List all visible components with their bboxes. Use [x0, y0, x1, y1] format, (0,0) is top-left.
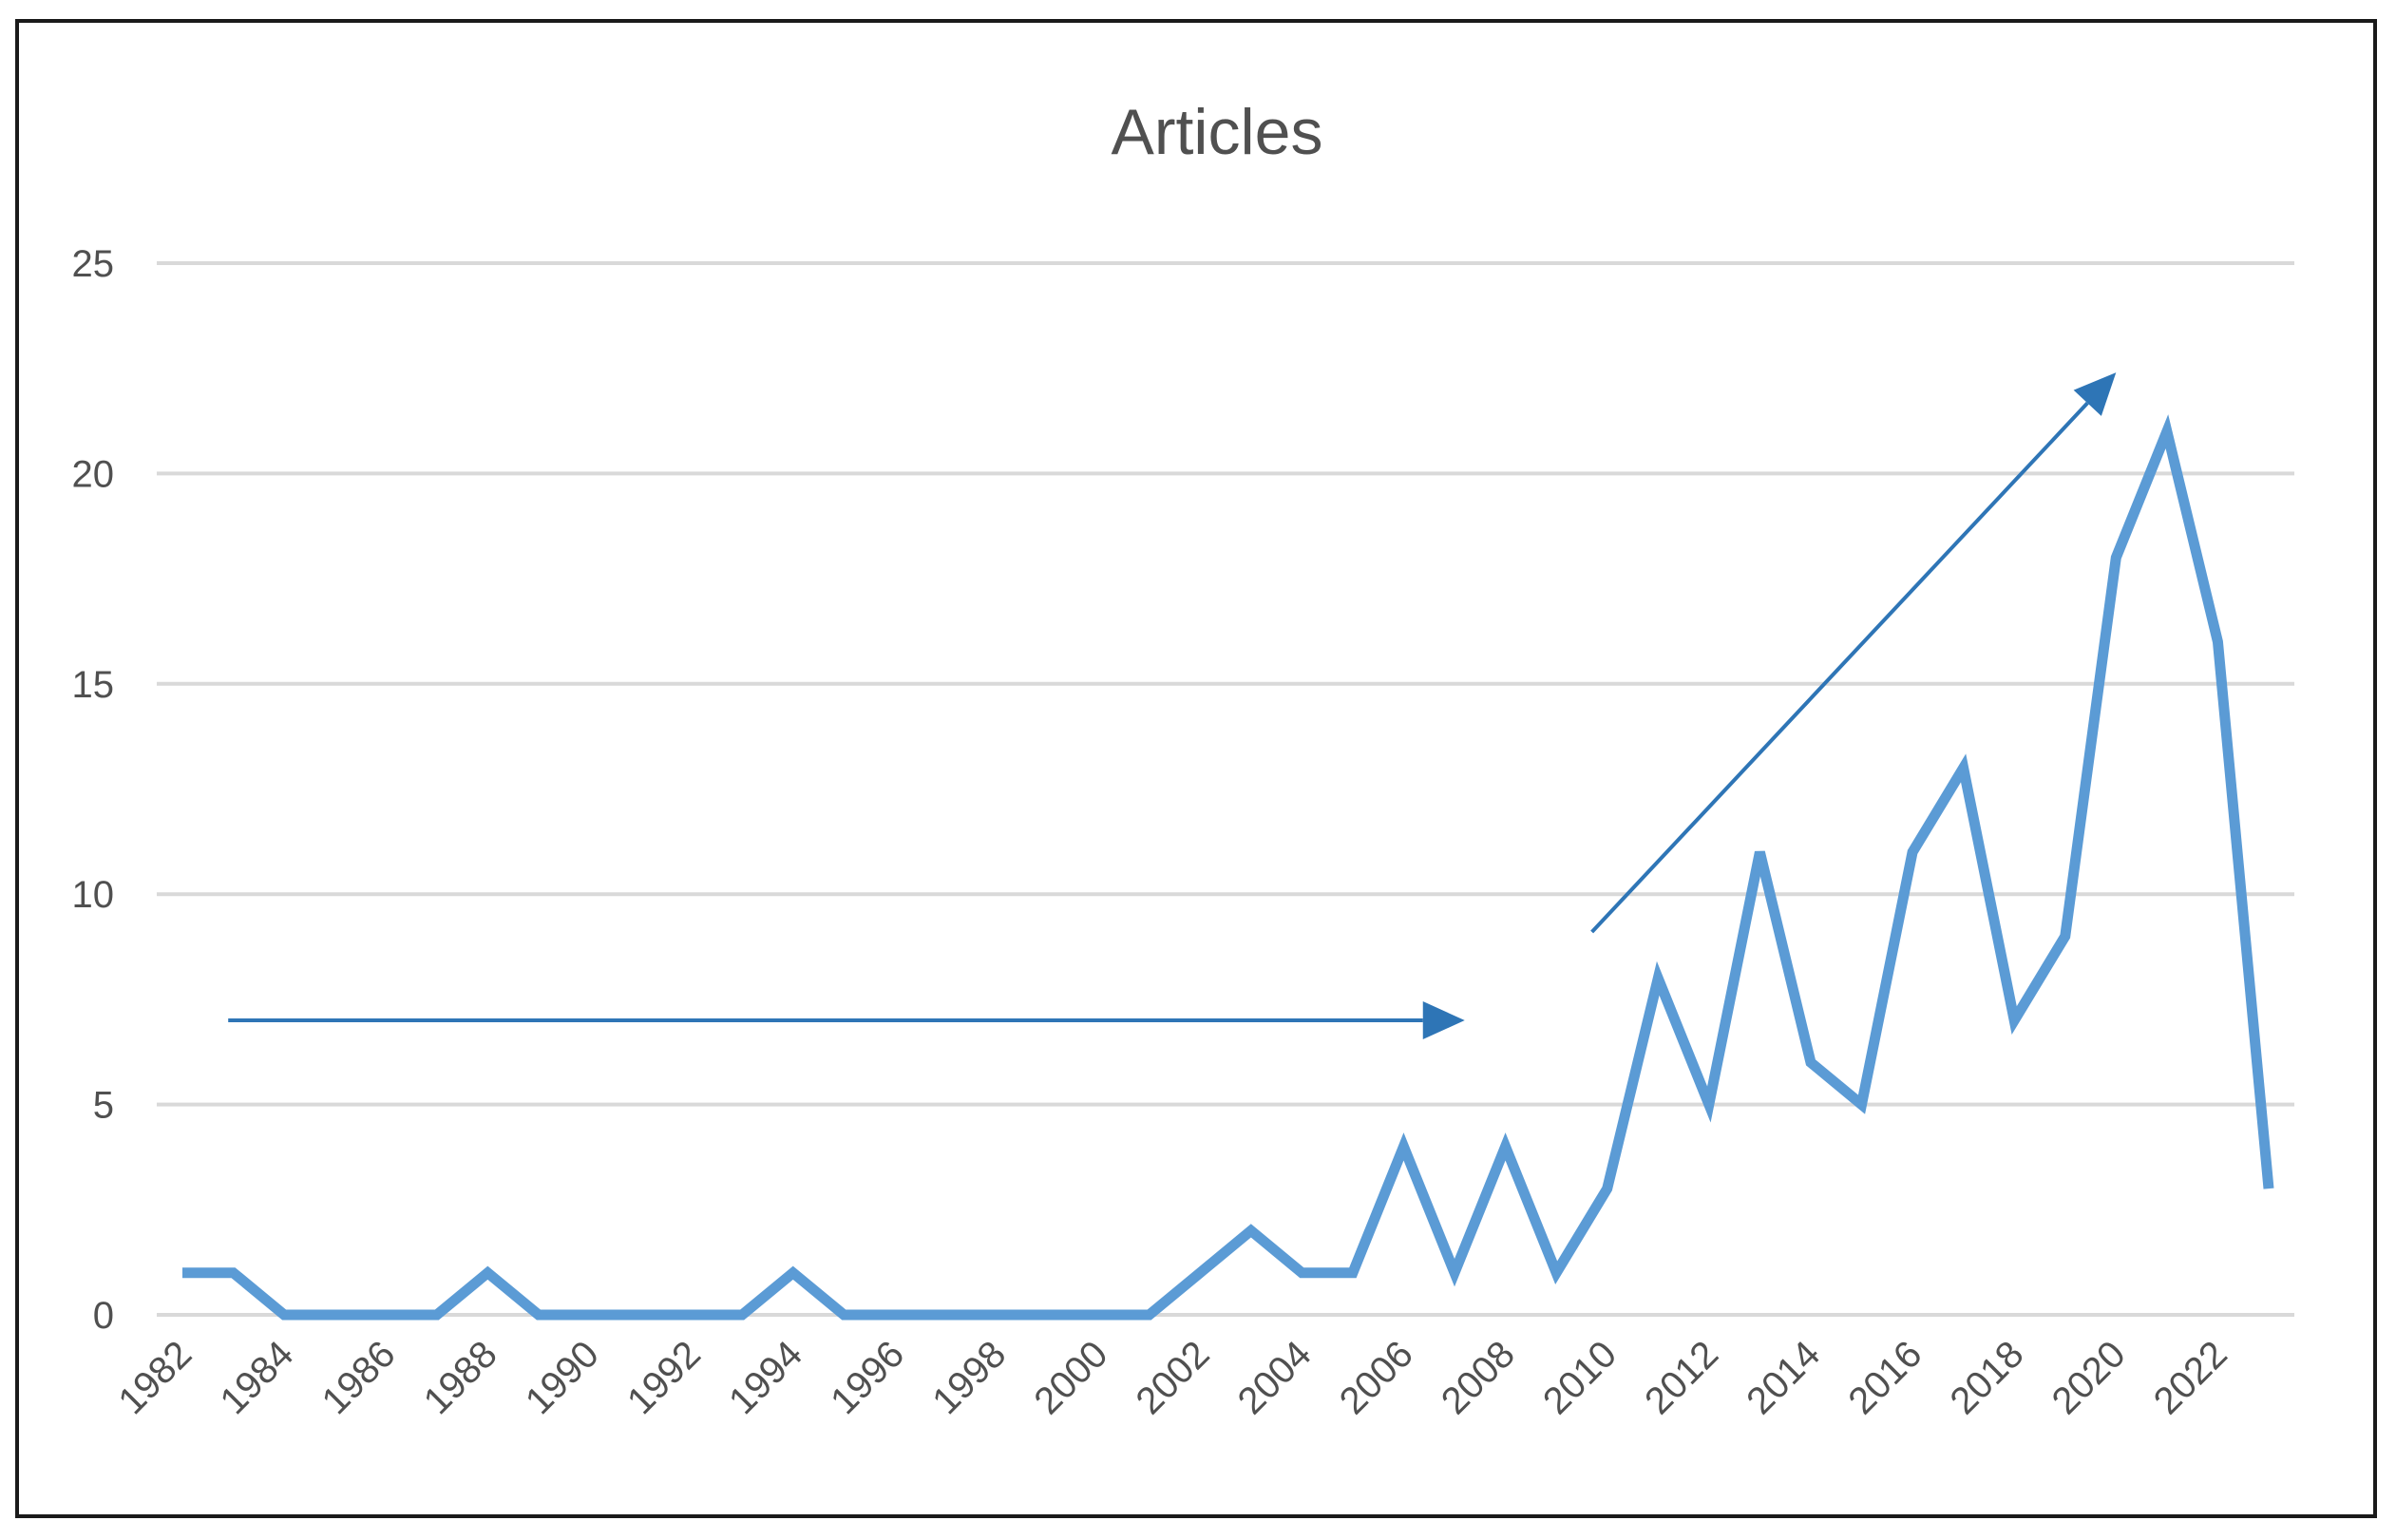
trend-arrow	[1590, 372, 2117, 934]
x-tick-label: 1998	[924, 1333, 1014, 1422]
chart-frame	[15, 19, 2377, 1518]
x-tick-label: 2006	[1332, 1333, 1421, 1422]
x-tick-label: 2018	[1943, 1333, 2032, 1422]
x-tick-label: 2014	[1739, 1333, 1828, 1422]
x-tick-label: 2022	[2146, 1333, 2235, 1422]
y-axis-ticks: 0 5 10 15 20 25	[72, 243, 115, 1337]
x-tick-label: 1994	[721, 1333, 810, 1422]
trend-arrow	[228, 1001, 1465, 1040]
x-tick-label: 2016	[1840, 1333, 1930, 1422]
x-tick-label: 1982	[110, 1333, 200, 1422]
x-tick-label: 2012	[1637, 1333, 1726, 1422]
series-layer	[181, 414, 2274, 1321]
x-tick-label: 1992	[619, 1333, 709, 1422]
x-tick-label: 1984	[212, 1333, 301, 1422]
x-tick-label: 2020	[2044, 1333, 2134, 1422]
trend-arrows	[228, 372, 2117, 1040]
y-tick-label: 10	[72, 874, 115, 916]
y-tick-label: 0	[93, 1295, 114, 1337]
x-tick-label: 2008	[1434, 1333, 1523, 1422]
arrow-shaft	[1590, 401, 2089, 934]
x-tick-label: 1996	[823, 1333, 912, 1422]
x-tick-label: 2002	[1129, 1333, 1218, 1422]
y-tick-label: 15	[72, 664, 115, 706]
chart-title: Articles	[1112, 96, 1323, 168]
x-tick-label: 2004	[1230, 1333, 1320, 1422]
x-tick-label: 2000	[1026, 1333, 1115, 1422]
gridlines	[157, 261, 2294, 1317]
y-tick-label: 25	[72, 243, 115, 285]
series-line	[182, 414, 2274, 1321]
y-tick-label: 5	[93, 1085, 114, 1127]
arrow-head	[2073, 372, 2117, 416]
x-axis-ticks: 1982 1984 1986 1988 1990 1992 1994 1996 1998 2000…	[110, 1333, 2234, 1422]
x-tick-label: 1988	[416, 1333, 505, 1422]
x-tick-label: 2010	[1535, 1333, 1625, 1422]
arrow-head	[1422, 1001, 1465, 1040]
y-tick-label: 20	[72, 453, 115, 495]
x-tick-label: 1990	[518, 1333, 607, 1422]
x-tick-label: 1986	[314, 1333, 404, 1422]
